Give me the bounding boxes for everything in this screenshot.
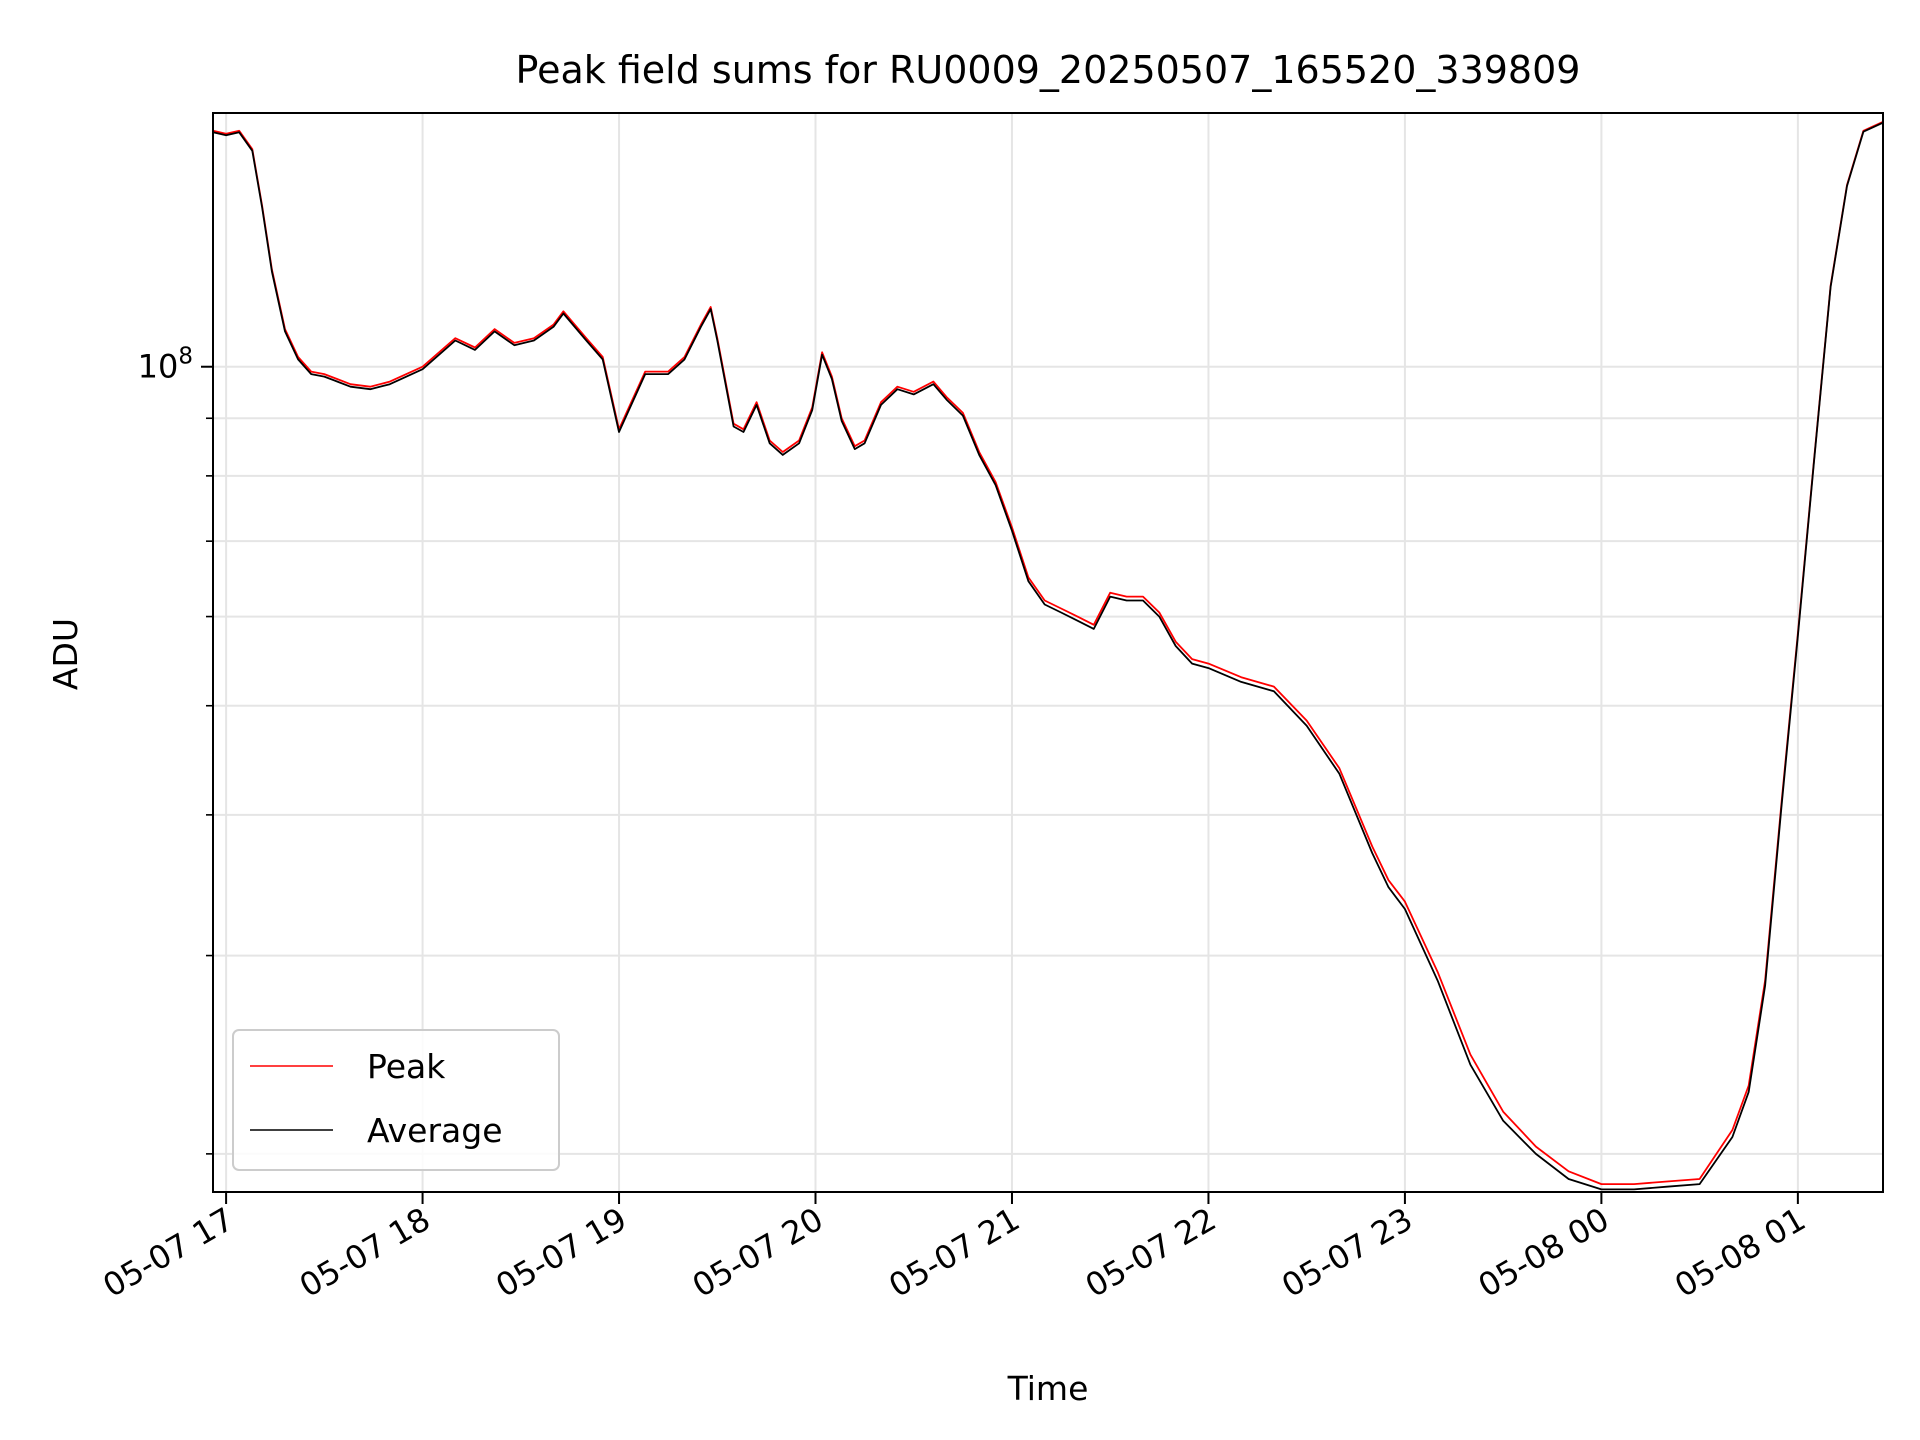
chart-title: Peak field sums for RU0009_20250507_1655…: [516, 48, 1581, 92]
y-tick-label-base: 10: [138, 348, 179, 386]
x-tick-label: 05-07 21: [882, 1200, 1026, 1305]
x-tick-label: 05-07 23: [1275, 1200, 1419, 1305]
plot-series: [212, 120, 1884, 1191]
x-tick-label: 05-07 17: [96, 1200, 240, 1305]
x-axis-label: Time: [1007, 1369, 1089, 1408]
plot-frame: [212, 112, 1884, 1193]
series-line-peak: [212, 120, 1884, 1185]
x-tick-label: 05-08 00: [1472, 1200, 1616, 1305]
x-tick-label: 05-08 01: [1668, 1200, 1812, 1305]
x-tick-label: 05-07 22: [1079, 1200, 1223, 1305]
series-line-average: [212, 121, 1884, 1191]
x-tick-label: 05-07 19: [489, 1200, 633, 1305]
y-tick-label: 108: [138, 344, 193, 386]
x-tick-label: 05-07 20: [686, 1200, 830, 1305]
y-tick-label-exponent: 8: [178, 344, 193, 370]
legend-label-peak: Peak: [367, 1047, 446, 1086]
legend-label-average: Average: [367, 1111, 503, 1150]
legend-box: [232, 1029, 560, 1171]
y-axis-label: ADU: [46, 618, 85, 690]
x-tick-label: 05-07 18: [293, 1200, 437, 1305]
legend: Peak Average: [232, 1029, 560, 1171]
